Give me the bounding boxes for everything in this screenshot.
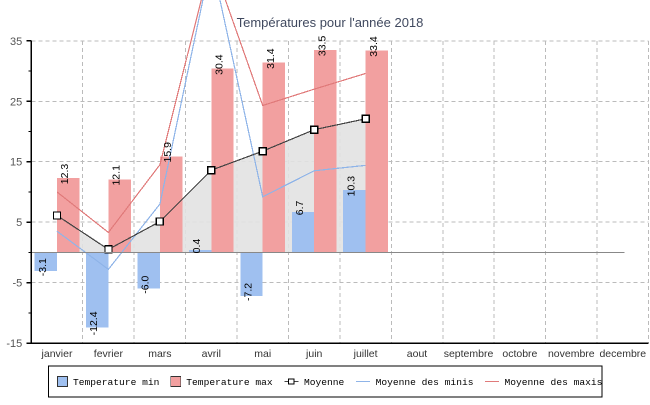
svg-text:Moyenne des minis: Moyenne des minis bbox=[376, 377, 474, 388]
svg-text:25: 25 bbox=[10, 96, 22, 108]
svg-text:janvier: janvier bbox=[41, 348, 73, 360]
svg-text:33.5: 33.5 bbox=[316, 36, 328, 57]
svg-text:-12.4: -12.4 bbox=[88, 311, 100, 335]
svg-text:aout: aout bbox=[407, 348, 428, 360]
svg-text:septembre: septembre bbox=[444, 348, 494, 360]
svg-text:15: 15 bbox=[10, 157, 22, 169]
svg-text:33.4: 33.4 bbox=[368, 36, 380, 57]
svg-text:-5: -5 bbox=[13, 278, 23, 290]
svg-text:5: 5 bbox=[16, 217, 22, 229]
svg-text:6.7: 6.7 bbox=[294, 200, 306, 215]
svg-text:Moyenne: Moyenne bbox=[304, 377, 345, 388]
svg-text:mai: mai bbox=[254, 348, 271, 360]
svg-text:juin: juin bbox=[305, 348, 323, 360]
svg-text:juillet: juillet bbox=[353, 348, 378, 360]
svg-text:-6.0: -6.0 bbox=[140, 275, 152, 293]
svg-text:30.4: 30.4 bbox=[214, 54, 226, 75]
svg-text:15.9: 15.9 bbox=[162, 142, 174, 163]
svg-text:12.3: 12.3 bbox=[59, 164, 71, 185]
svg-text:Temperature min: Temperature min bbox=[73, 377, 159, 388]
svg-text:-15: -15 bbox=[6, 338, 22, 350]
svg-text:-7.2: -7.2 bbox=[243, 283, 255, 301]
svg-text:0.4: 0.4 bbox=[191, 239, 203, 254]
svg-text:Moyenne des maxis: Moyenne des maxis bbox=[505, 377, 603, 388]
svg-text:decembre: decembre bbox=[599, 348, 646, 360]
svg-text:octobre: octobre bbox=[502, 348, 537, 360]
svg-text:Températures pour l'année 2018: Températures pour l'année 2018 bbox=[237, 15, 424, 30]
svg-text:31.4: 31.4 bbox=[265, 48, 277, 69]
svg-text:avril: avril bbox=[202, 348, 221, 360]
svg-text:35: 35 bbox=[10, 36, 22, 48]
svg-text:-3.1: -3.1 bbox=[37, 258, 49, 276]
svg-text:10.3: 10.3 bbox=[345, 176, 357, 197]
svg-text:mars: mars bbox=[148, 348, 171, 360]
svg-text:fevrier: fevrier bbox=[94, 348, 124, 360]
svg-text:novembre: novembre bbox=[548, 348, 595, 360]
svg-text:Temperature max: Temperature max bbox=[186, 377, 273, 388]
svg-text:12.1: 12.1 bbox=[111, 165, 123, 186]
